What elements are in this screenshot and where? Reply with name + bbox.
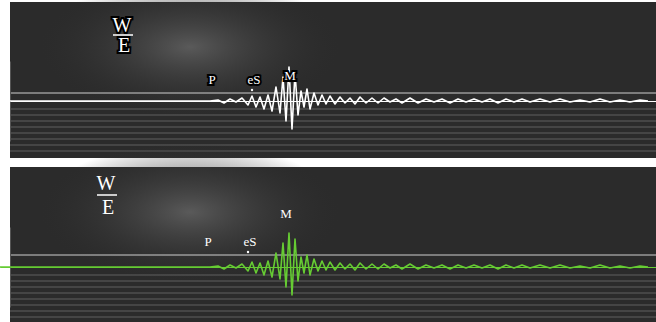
record-line <box>10 293 656 294</box>
phase-label: eS <box>248 72 261 87</box>
record-line <box>10 109 656 110</box>
phase-label: W <box>97 172 116 194</box>
record-line <box>10 287 656 288</box>
record-line <box>10 115 656 116</box>
record-line <box>10 317 656 318</box>
record-line <box>10 305 656 306</box>
record-line <box>10 145 656 146</box>
panel: WE PeS M <box>0 142 656 322</box>
record-line <box>10 255 656 256</box>
record-line <box>10 121 656 122</box>
phase-label: P <box>204 234 211 249</box>
record-line <box>10 133 656 134</box>
record-line <box>10 299 656 300</box>
record-line <box>10 127 656 128</box>
record-line <box>10 281 656 282</box>
trace-group <box>0 67 648 129</box>
record-line <box>10 93 656 94</box>
phase-label: W <box>113 14 132 36</box>
record-line <box>10 275 656 276</box>
marker-dot <box>247 251 249 253</box>
phase-label: E <box>102 196 114 218</box>
panel: WE PeS M <box>0 0 656 158</box>
phase-label: M <box>284 68 296 83</box>
phase-label: P <box>208 72 215 87</box>
paper-patch <box>40 142 340 282</box>
phase-label: M <box>280 206 292 221</box>
record-line <box>10 311 656 312</box>
record-line <box>10 139 656 140</box>
seismogram-figure: WEPeSMWEPeSM <box>0 0 656 322</box>
seismic-trace <box>0 233 648 295</box>
phase-label: E <box>118 34 130 56</box>
trace-group <box>0 233 648 295</box>
marker-dot <box>251 89 253 91</box>
seismic-trace <box>0 67 648 129</box>
paper-patch <box>40 0 340 117</box>
direction-divider <box>113 34 133 36</box>
direction-divider <box>97 194 117 196</box>
phase-label: eS <box>244 234 257 249</box>
record-line <box>10 151 656 152</box>
